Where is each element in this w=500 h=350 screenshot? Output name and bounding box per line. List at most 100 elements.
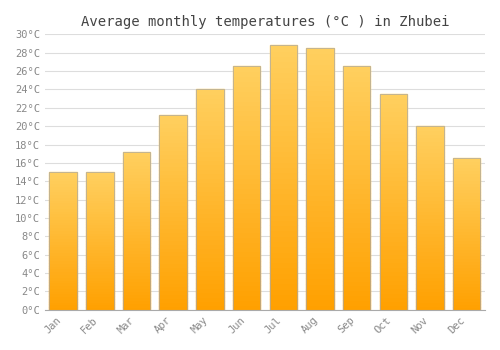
Bar [380,206,407,211]
Bar [160,146,187,150]
Bar [50,208,77,211]
Bar [123,187,150,190]
Bar [380,193,407,198]
Bar [50,230,77,233]
Bar [123,291,150,294]
Bar [86,274,114,277]
Bar [233,164,260,169]
Bar [306,252,334,258]
Bar [343,164,370,169]
Bar [233,96,260,100]
Bar [343,100,370,105]
Bar [50,293,77,296]
Bar [50,290,77,293]
Bar [416,207,444,211]
Bar [50,205,77,208]
Bar [270,252,297,257]
Bar [453,289,480,292]
Bar [380,237,407,241]
Bar [270,61,297,66]
Bar [453,222,480,225]
Bar [196,116,224,120]
Bar [123,297,150,300]
Bar [453,286,480,289]
Bar [86,227,114,230]
Bar [380,180,407,185]
Bar [416,247,444,251]
Bar [270,215,297,220]
Bar [50,211,77,214]
Bar [196,279,224,284]
Bar [380,137,407,141]
Bar [343,120,370,125]
Bar [196,199,224,204]
Bar [123,300,150,303]
Bar [453,252,480,255]
Bar [416,203,444,207]
Bar [50,175,77,177]
Bar [453,170,480,174]
Bar [196,187,224,191]
Bar [306,95,334,100]
Bar [123,228,150,231]
Bar [416,258,444,262]
Bar [50,238,77,241]
Bar [343,261,370,266]
Bar [196,235,224,239]
Bar [233,295,260,300]
Bar [306,168,334,174]
Bar [196,230,224,235]
Bar [343,281,370,286]
Bar [233,76,260,81]
Bar [50,199,77,202]
Bar [233,183,260,188]
Bar [306,74,334,79]
Bar [50,288,77,290]
Bar [380,267,407,271]
Bar [306,53,334,58]
Bar [270,262,297,267]
Bar [50,197,77,199]
Bar [270,82,297,88]
Bar [233,169,260,174]
Bar [86,202,114,205]
Bar [50,296,77,299]
Bar [160,162,187,166]
Bar [160,201,187,205]
Bar [50,180,77,183]
Bar [270,156,297,162]
Bar [196,244,224,248]
Bar [343,290,370,295]
Bar [343,188,370,193]
Bar [196,301,224,306]
Bar [343,266,370,271]
Bar [123,272,150,275]
Bar [306,48,334,53]
Bar [416,145,444,148]
Bar [270,51,297,56]
Bar [270,172,297,177]
Bar [453,267,480,271]
Bar [270,183,297,188]
Bar [160,271,187,275]
Bar [270,72,297,77]
Bar [86,208,114,211]
Bar [453,240,480,243]
Bar [453,301,480,304]
Bar [453,198,480,201]
Bar [343,81,370,86]
Bar [343,139,370,144]
Bar [160,212,187,216]
Bar [196,252,224,257]
Bar [86,263,114,266]
Bar [196,142,224,147]
Bar [233,91,260,96]
Bar [416,236,444,240]
Bar [453,280,480,282]
Bar [306,289,334,294]
Bar [380,150,407,154]
Bar [86,293,114,296]
Bar [416,126,444,310]
Bar [306,100,334,106]
Bar [270,299,297,304]
